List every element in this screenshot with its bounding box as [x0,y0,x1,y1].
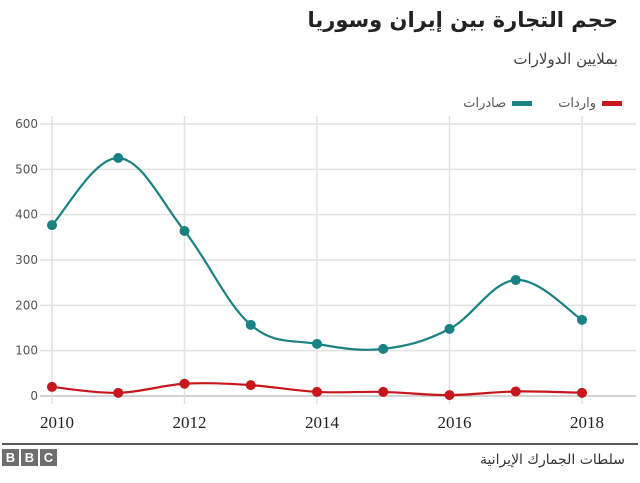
y-axis: 0 100 200 300 400 500 600 [15,117,38,403]
series-imports [47,378,587,401]
chart-grid [40,116,636,404]
chart-series [47,153,587,401]
x-tick-label: 2014 [305,413,340,432]
line-chart: 0 100 200 300 400 500 600 2010 2012 2014 2016 2018 [15,116,636,432]
data-point[interactable] [179,225,190,236]
y-tick-label: 600 [15,117,38,131]
data-point[interactable] [577,387,587,398]
x-axis: 2010 2012 2014 2016 2018 [40,413,604,432]
data-point[interactable] [378,386,389,397]
data-point[interactable] [577,314,587,325]
x-tick-label: 2010 [40,413,74,432]
y-tick-label: 400 [15,208,38,222]
y-tick-label: 0 [30,389,38,403]
legend-label-exports: صادرات [463,96,507,111]
data-point[interactable] [245,380,256,391]
data-point[interactable] [47,381,57,392]
legend-label-imports: واردات [558,96,596,111]
data-point[interactable] [312,386,322,397]
exports-swatch-icon [512,101,533,106]
legend-item-exports: صادرات [463,96,533,111]
footer-divider [2,443,638,445]
data-point[interactable] [510,274,521,285]
y-tick-label: 500 [15,162,38,176]
data-point[interactable] [444,323,455,334]
y-tick-label: 100 [15,344,38,358]
series-line [51,156,583,351]
bbc-logo: B B C [2,449,57,466]
x-tick-label: 2016 [438,413,472,432]
imports-swatch-icon [602,101,622,106]
data-point[interactable] [179,378,190,389]
data-point[interactable] [113,387,124,398]
legend-item-imports: واردات [558,96,622,111]
data-point[interactable] [312,338,322,349]
legend: صادرات واردات [463,96,622,111]
series-exports [47,153,587,354]
y-tick-label: 200 [15,298,38,312]
data-point[interactable] [47,220,57,231]
data-point[interactable] [444,390,455,401]
chart-title: حجم التجارة بين إيران وسوريا [307,8,619,32]
x-tick-label: 2012 [173,413,207,432]
data-point[interactable] [113,153,124,163]
y-tick-label: 300 [15,253,38,267]
x-tick-label: 2018 [570,413,604,432]
bbc-logo-letter: B [21,449,38,466]
chart-subtitle: بملايين الدولارات [513,50,618,68]
data-point[interactable] [245,319,256,330]
source-text: سلطات الجمارك الإيرانية [479,452,625,468]
bbc-logo-letter: B [2,449,19,466]
bbc-logo-letter: C [40,449,57,466]
data-point[interactable] [378,343,389,354]
data-point[interactable] [510,386,521,397]
